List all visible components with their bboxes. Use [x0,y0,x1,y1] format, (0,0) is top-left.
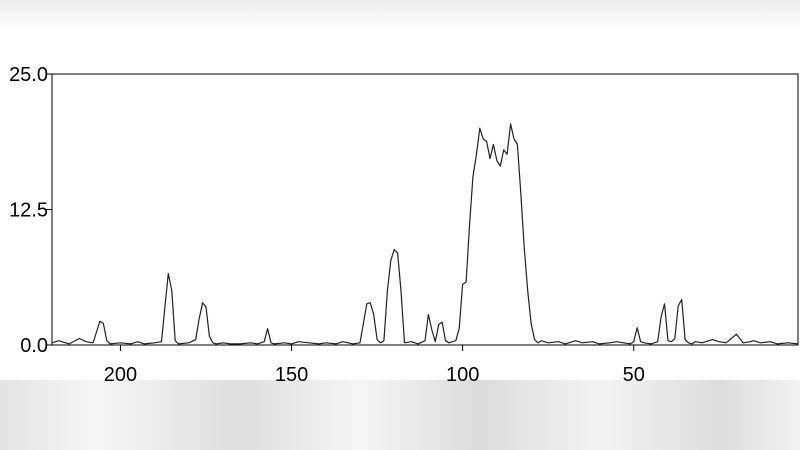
y-tick-label: 0.0 [20,335,48,357]
y-tick-label: 12.5 [9,200,48,222]
y-tick-label: 25.0 [9,64,48,86]
series-line [51,123,799,345]
plot-area-frame [51,73,799,346]
x-tick-label: 50 [623,364,645,386]
bottom-background-band [0,380,800,450]
top-background-band [0,0,800,30]
x-tick-label: 150 [275,364,308,386]
x-tick-label: 100 [446,364,479,386]
x-tick-label: 200 [104,364,137,386]
